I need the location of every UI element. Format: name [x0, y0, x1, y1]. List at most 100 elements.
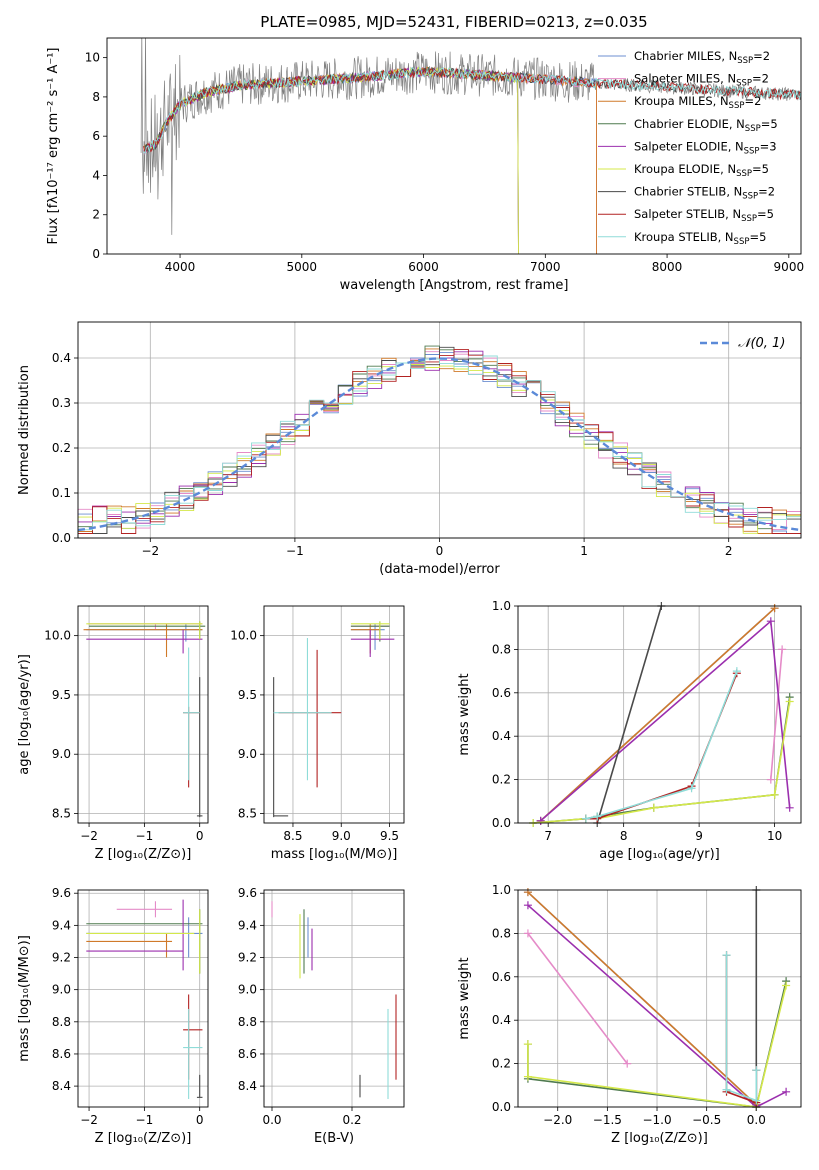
legend-text: Salpeter MILES, N [634, 72, 736, 86]
y-tick-label: 10.0 [230, 629, 257, 643]
weight-marker [523, 1072, 532, 1081]
legend-label: Salpeter MILES, NSSP=2 [634, 72, 769, 89]
legend-subscript: SSP [734, 237, 750, 247]
x-axis-label: wavelength [Angstrom, rest frame] [340, 278, 569, 293]
y-tick-label: 8.6 [52, 1047, 71, 1061]
y-tick-label: 0.4 [492, 1013, 511, 1027]
point-kroupa_stelib [183, 647, 200, 781]
weight-marker [785, 803, 794, 812]
point-salpeter_stelib [183, 706, 200, 788]
model-spectrum-chabrier_stelib [143, 66, 801, 154]
y-tick-label: 0.6 [492, 970, 511, 984]
y-axis-label: mass weight [457, 957, 472, 1039]
x-tick-label: −2 [80, 829, 98, 843]
x-tick-label: −1 [286, 544, 304, 558]
x-tick-label: −2.0 [543, 1113, 572, 1127]
panel-6: −2 −1 0 8.4 8.6 8.8 9.0 9.2 9.4 9.6 Z [log₁₀(Z/Z⊙)… [17, 886, 209, 1146]
x-tick-label: 0 [196, 829, 204, 843]
weight-marker [752, 1066, 761, 1075]
axes-frame [77, 321, 802, 539]
x-tick-label: 7000 [530, 260, 561, 274]
weight-marker [782, 1087, 791, 1096]
y-tick-label: 9.2 [238, 951, 257, 965]
x-axis-label: Z [log₁₀(Z/Z⊙)] [95, 1131, 192, 1146]
axes-frame [77, 605, 209, 824]
legend-suffix: =2 [758, 185, 775, 199]
weight-line-salpeter_elodie [540, 619, 791, 822]
weight-marker [581, 814, 590, 823]
chart-title: PLATE=0985, MJD=52431, FIBERID=0213, z=0… [260, 13, 647, 31]
weight-marker [722, 951, 731, 960]
weight-marker [722, 1085, 731, 1094]
weight-line-salpeter_miles [770, 649, 783, 780]
x-tick-label: 7 [544, 829, 552, 843]
x-tick-label: −1.0 [642, 1113, 671, 1127]
weight-marker [687, 784, 696, 793]
y-axis-label: mass [log₁₀(M/M⊙)] [17, 935, 32, 1062]
y-tick-label: 0.6 [492, 686, 511, 700]
y-tick-label: 9.5 [238, 688, 257, 702]
axes-frame [263, 605, 405, 824]
y-tick-label: 8.8 [52, 1015, 71, 1029]
point-kroupa_elodie [86, 909, 201, 974]
legend-label: Chabrier STELIB, NSSP=2 [634, 185, 775, 202]
weight-marker [623, 1059, 632, 1068]
legend-label: Kroupa ELODIE, NSSP=5 [634, 162, 769, 179]
legend-text: Kroupa ELODIE, N [634, 162, 736, 176]
weight-marker [523, 1040, 532, 1049]
legend-suffix: =2 [753, 49, 770, 63]
axes-frame [77, 889, 209, 1108]
legend-subscript: SSP [741, 214, 757, 224]
x-tick-label: 6000 [408, 260, 439, 274]
x-axis-label: (data-model)/error [379, 562, 500, 577]
weight-marker [770, 604, 779, 613]
y-tick-label: 0.1 [52, 486, 71, 500]
legend-subscript: SSP [736, 169, 752, 179]
y-tick-label: 9.0 [52, 747, 71, 761]
legend-label: Chabrier MILES, NSSP=2 [634, 49, 770, 66]
y-tick-label: 0.2 [52, 441, 71, 455]
y-tick-label: 9.6 [52, 886, 71, 900]
legend-suffix: =3 [760, 139, 777, 153]
weight-line-chabrier_stelib [596, 605, 663, 824]
y-tick-label: 9.6 [238, 886, 257, 900]
weight-line-salpeter_miles [527, 932, 628, 1065]
x-tick-label: 0 [436, 544, 444, 558]
x-tick-label: 8.5 [283, 829, 302, 843]
model-spectrum-kroupa_stelib [143, 66, 801, 155]
point-chabrier_stelib [196, 1074, 203, 1098]
point-kroupa_elodie [86, 621, 203, 640]
legend-label: Kroupa STELIB, NSSP=5 [634, 230, 766, 247]
y-tick-label: 8 [92, 90, 100, 104]
weight-marker [523, 888, 532, 897]
x-tick-label: −2 [80, 1113, 98, 1127]
y-tick-label: 8.6 [238, 1047, 257, 1061]
weight-line-kroupa_elodie [533, 701, 791, 824]
point-salpeter_elodie [350, 629, 395, 657]
x-tick-label: 5000 [287, 260, 318, 274]
legend-suffix: =5 [752, 162, 769, 176]
point-salpeter_miles [116, 901, 173, 918]
legend-suffix: =2 [744, 94, 761, 108]
legend-text: Kroupa MILES, N [634, 94, 729, 108]
x-tick-label: −1 [136, 1113, 154, 1127]
y-tick-label: 8.4 [238, 1079, 257, 1093]
legend-text: Chabrier ELODIE, N [634, 117, 745, 131]
weight-line-kroupa_stelib [725, 955, 758, 1102]
y-axis-label: age [log₁₀(age/yr)] [17, 654, 32, 775]
point-kroupa_elodie [350, 621, 390, 640]
point-chabrier_stelib [273, 677, 289, 818]
weight-marker [649, 803, 658, 812]
panel-1: 4000 5000 6000 7000 8000 9000 0 2 4 6 8 10 wavelengt… [46, 13, 804, 293]
panel-5: 7 8 9 10 0.0 0.2 0.4 0.6 0.8 1.0 age [log₁₀(age/yr… [457, 599, 802, 862]
weight-marker [770, 790, 779, 799]
y-tick-label: 0.4 [492, 729, 511, 743]
y-axis-label: mass weight [457, 673, 472, 755]
y-tick-label: 2 [92, 208, 100, 222]
y-tick-label: 0.0 [492, 1100, 511, 1114]
weight-marker [523, 929, 532, 938]
point-kroupa_miles [86, 933, 173, 958]
legend-subscript: SSP [744, 146, 760, 156]
point-salpeter_elodie [86, 899, 184, 971]
